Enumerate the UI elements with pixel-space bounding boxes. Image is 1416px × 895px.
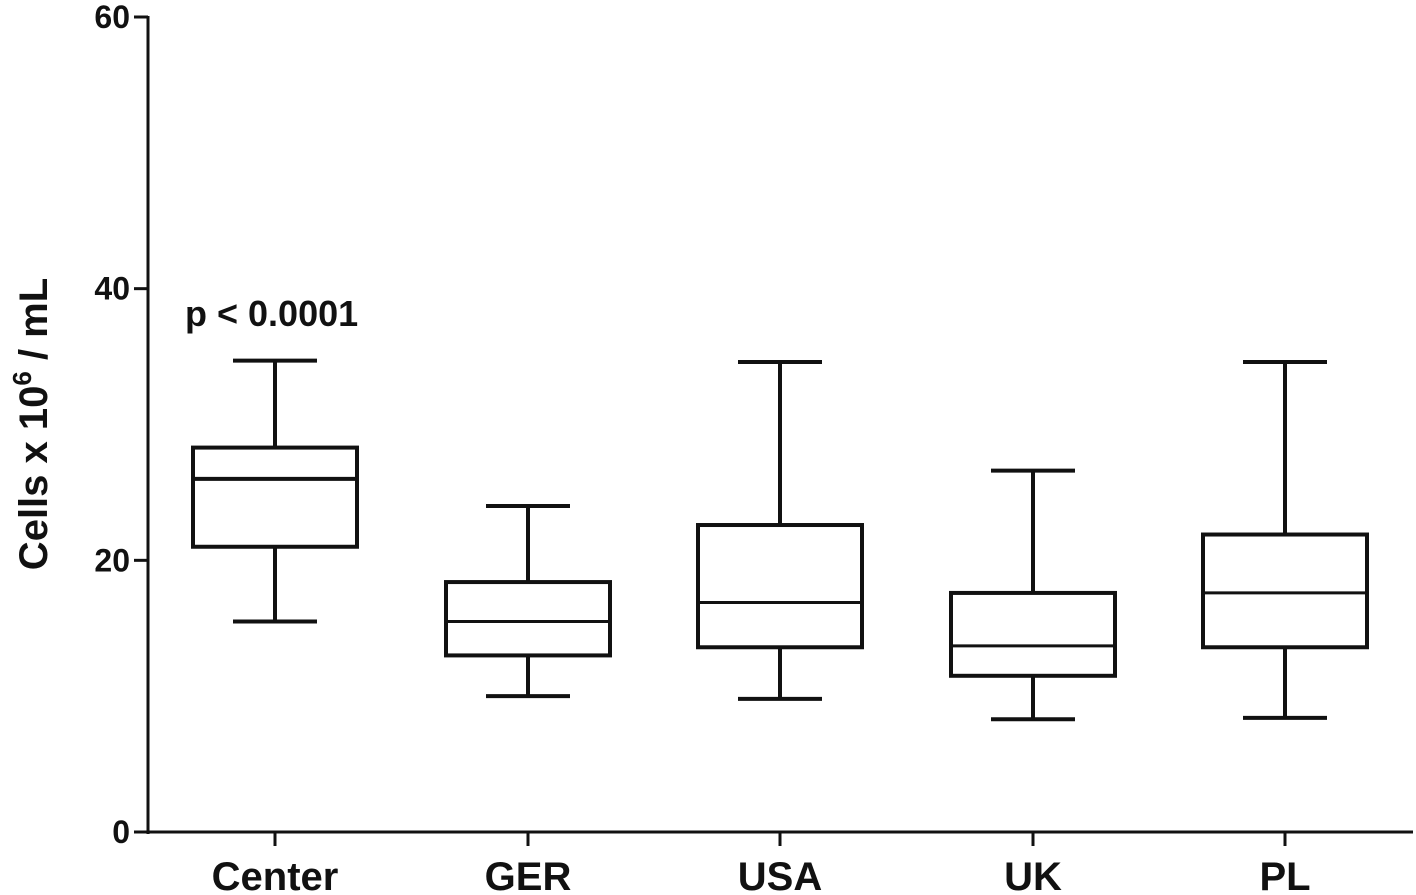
y-tick-label: 20 bbox=[94, 542, 130, 578]
x-tick-label-uk: UK bbox=[1004, 855, 1062, 895]
x-tick-label-center: Center bbox=[212, 855, 339, 895]
axes bbox=[134, 15, 1413, 846]
y-tick-label: 0 bbox=[112, 814, 130, 850]
box-ger bbox=[444, 504, 612, 699]
labels: 0 20 40 60 Center GER USA UK PL Cells x 106 / mL p… bbox=[7, 0, 1311, 895]
box-pl bbox=[1201, 360, 1369, 720]
box-iqr bbox=[696, 523, 864, 650]
y-tick-label: 60 bbox=[94, 0, 130, 35]
box-iqr bbox=[191, 445, 359, 549]
box-usa bbox=[696, 360, 864, 701]
box-iqr bbox=[1201, 532, 1369, 650]
x-tick-label-ger: GER bbox=[485, 855, 572, 895]
box-center bbox=[191, 358, 359, 624]
x-tick-label-pl: PL bbox=[1259, 855, 1310, 895]
p-value-annotation: p < 0.0001 bbox=[185, 293, 358, 334]
y-tick-label: 40 bbox=[94, 271, 130, 307]
box-iqr bbox=[444, 580, 612, 658]
box-iqr bbox=[949, 590, 1117, 678]
boxes bbox=[191, 358, 1369, 722]
y-axis-title: Cells x 106 / mL bbox=[7, 278, 56, 570]
box-uk bbox=[949, 468, 1117, 722]
x-tick-label-usa: USA bbox=[738, 855, 822, 895]
